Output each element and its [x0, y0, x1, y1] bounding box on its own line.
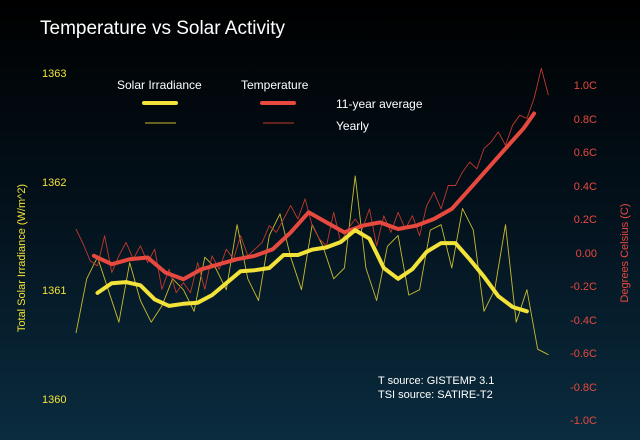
left-tick-label: 1360 — [42, 394, 66, 406]
right-tick-label: 0.8C — [574, 114, 597, 126]
right-tick-label: -0.6C — [570, 348, 597, 360]
left-tick-label: 1362 — [42, 177, 66, 189]
right-tick-label: -0.8C — [570, 382, 597, 394]
temperature-source-note: T source: GISTEMP 3.1 — [378, 375, 494, 387]
left-tick-label: 1363 — [42, 68, 66, 80]
legend-yearly-label: Yearly — [336, 119, 369, 133]
series-solar-yearly-line — [75, 175, 549, 356]
right-tick-label: 0.00 — [576, 248, 597, 260]
legend-solar-header: Solar Irradiance — [117, 78, 202, 92]
tsi-source-note: TSI source: SATIRE-T2 — [378, 389, 493, 401]
right-tick-label: 0.6C — [574, 147, 597, 159]
chart-title: Temperature vs Solar Activity — [40, 18, 285, 39]
right-axis-title: Degrees Celsius (C) — [619, 203, 631, 302]
legend-average-label: 11-year average — [336, 97, 423, 111]
right-tick-label: 0.2C — [574, 214, 597, 226]
series-temperature-average-line — [91, 111, 537, 282]
right-tick-label: -0.2C — [570, 281, 597, 293]
series-temperature-yearly-line — [75, 67, 549, 294]
legend-temperature-header: Temperature — [241, 78, 309, 92]
right-tick-label: 0.4C — [574, 181, 597, 193]
left-tick-label: 1361 — [42, 285, 66, 297]
right-tick-label: 1.0C — [574, 80, 597, 92]
series-solar-average-line — [95, 228, 529, 314]
right-tick-label: -1.0C — [570, 415, 597, 427]
left-axis-title: Total Solar Irradiance (W/m^2) — [16, 184, 28, 332]
right-tick-label: -0.4C — [570, 315, 597, 327]
